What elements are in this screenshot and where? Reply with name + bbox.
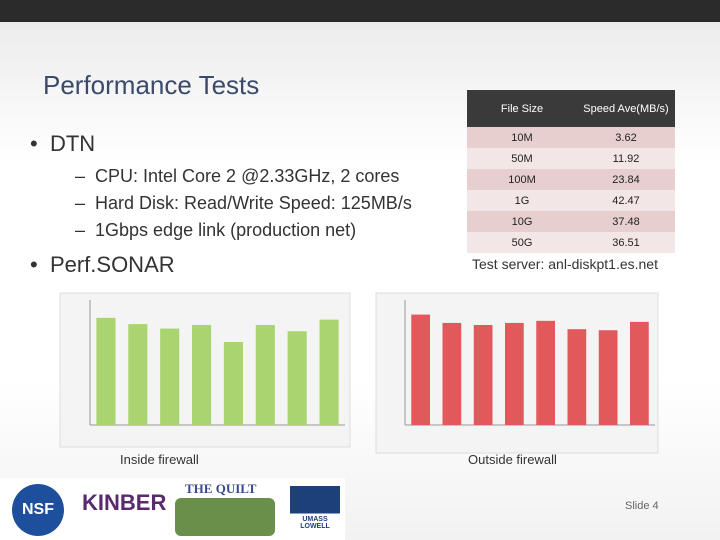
bar: [536, 320, 555, 425]
logo: NSF: [12, 484, 64, 536]
logo: THE QUILT: [185, 481, 257, 496]
table-cell: 1G: [467, 190, 577, 211]
table-row: 50M 11.92: [467, 148, 675, 169]
table-row: 10M 3.62: [467, 127, 675, 148]
bullet-text: CPU: Intel Core 2 @2.33GHz, 2 cores: [95, 166, 400, 186]
chart-caption: Inside firewall: [120, 452, 199, 467]
table-row: 1G 42.47: [467, 190, 675, 211]
table-cell: 3.62: [577, 127, 675, 148]
speed-table: File Size Speed Ave(MB/s) 10M 3.62 50M 11.92…: [467, 90, 675, 253]
table-cell: 50M: [467, 148, 577, 169]
bar: [96, 317, 116, 425]
bar: [255, 325, 275, 425]
bullet: • Perf.SONAR: [30, 252, 175, 277]
table-cell: 37.48: [577, 211, 675, 232]
table-cell: 10G: [467, 211, 577, 232]
table-row: 10G 37.48: [467, 211, 675, 232]
charts: [59, 292, 659, 454]
bar: [567, 329, 587, 425]
bullet-text: 1Gbps edge link (production net): [95, 220, 357, 240]
chart-caption: Outside firewall: [468, 452, 557, 467]
sub-bullet: – Hard Disk: Read/Write Speed: 125MB/s: [75, 193, 412, 213]
bar: [505, 322, 524, 425]
server-note: Test server: anl-diskpt1.es.net: [472, 256, 658, 272]
bullet-text: DTN: [49, 131, 96, 156]
sub-bullet: – CPU: Intel Core 2 @2.33GHz, 2 cores: [75, 166, 400, 186]
bar: [160, 328, 180, 425]
table-header: File Size: [467, 90, 577, 127]
slide-number: Slide 4: [625, 500, 659, 512]
table-cell: 36.51: [577, 232, 675, 253]
bullet: • DTN: [30, 131, 96, 156]
sub-bullet: – 1Gbps edge link (production net): [75, 220, 357, 240]
bullet-text: Hard Disk: Read/Write Speed: 125MB/s: [95, 193, 412, 213]
map-graphic: [175, 498, 275, 536]
bar: [192, 325, 212, 425]
bar: [411, 314, 430, 425]
logo: UMASS LOWELL: [290, 486, 340, 536]
bar: [473, 325, 493, 425]
bullet-text: Perf.SONAR: [49, 252, 175, 277]
table-cell: 10M: [467, 127, 577, 148]
table-cell: 50G: [467, 232, 577, 253]
top-bar: [0, 0, 720, 22]
table-cell: 23.84: [577, 169, 675, 190]
bar: [223, 341, 243, 425]
bar: [287, 331, 307, 425]
slide-title: Performance Tests: [43, 70, 260, 100]
table-cell: 42.47: [577, 190, 675, 211]
bar: [128, 324, 148, 425]
table-cell: 100M: [467, 169, 577, 190]
table-row: 50G 36.51: [467, 232, 675, 253]
bar: [598, 330, 618, 425]
table-cell: 11.92: [577, 148, 675, 169]
table-row: 100M 23.84: [467, 169, 675, 190]
bar: [442, 322, 462, 425]
logo: KINBER: [82, 490, 167, 515]
table-header: Speed Ave(MB/s): [577, 90, 675, 127]
bar: [630, 321, 649, 425]
bar: [319, 319, 339, 425]
